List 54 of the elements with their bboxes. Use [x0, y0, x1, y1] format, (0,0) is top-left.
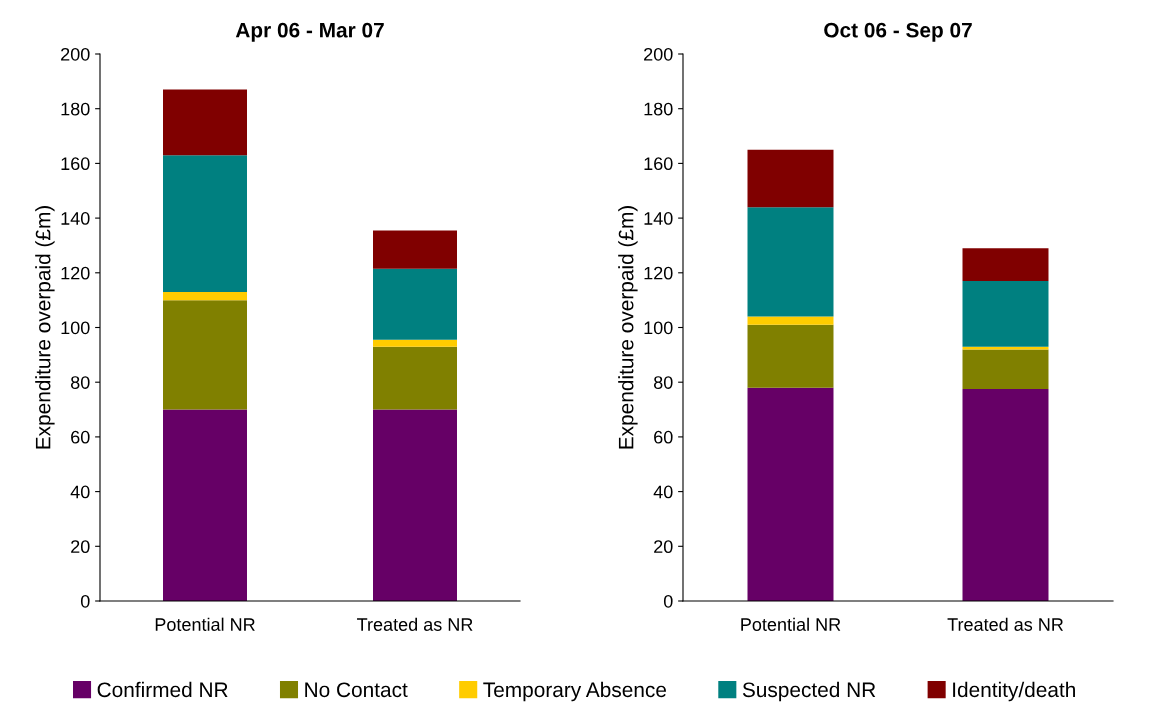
bar [163, 409, 247, 601]
y-tick-label: 120 [61, 266, 90, 280]
x-tick-label: Potential NR [155, 617, 255, 631]
bar [962, 248, 1049, 281]
chart-title: Apr 06 - Mar 07 [235, 22, 384, 42]
y-axis-title: Expenditure overpaid (£m) [35, 206, 55, 449]
bar [747, 324, 834, 388]
y-tick-label: 200 [644, 47, 673, 61]
bar [747, 316, 834, 325]
y-axis-title: Expenditure overpaid (£m) [618, 206, 638, 449]
legend-label: Temporary Absence [483, 681, 666, 702]
y-tick-label: 40 [653, 485, 673, 499]
y-tick-label: 100 [644, 321, 673, 335]
y-tick-label: 160 [644, 157, 673, 171]
bar [373, 409, 457, 601]
y-tick-label: 0 [80, 594, 90, 608]
legend-label: Confirmed NR [97, 681, 228, 698]
y-tick-label: 40 [70, 485, 90, 499]
x-tick-label: Treated as NR [947, 617, 1064, 631]
y-tick-label: 140 [644, 212, 673, 225]
chart-title: Oct 06 - Sep 07 [824, 22, 972, 42]
y-tick-label: 160 [61, 157, 90, 171]
y-tick-label: 60 [71, 430, 90, 444]
y-tick-label: 80 [70, 376, 90, 389]
y-tick-label: 20 [71, 540, 90, 554]
bar [373, 230, 457, 269]
y-tick-label: 100 [61, 321, 90, 335]
y-tick-label: 200 [61, 47, 90, 61]
y-tick-label: 20 [654, 540, 673, 554]
bar [163, 300, 247, 410]
bar [163, 291, 247, 301]
y-tick-label: 80 [653, 376, 673, 389]
bar [163, 89, 247, 156]
bar [747, 387, 834, 601]
bar [962, 281, 1049, 347]
y-tick-label: 0 [663, 594, 673, 608]
legend-label: Identity/death [953, 681, 1075, 702]
y-tick-label: 60 [654, 430, 673, 444]
x-tick-label: Treated as NR [357, 617, 473, 631]
y-tick-label: 180 [644, 102, 673, 116]
y-tick-label: 180 [61, 102, 90, 116]
bar [962, 349, 1049, 390]
bar [962, 389, 1049, 601]
x-tick-label: Potential NR [741, 617, 841, 631]
bar [747, 149, 834, 208]
bar [747, 207, 834, 317]
legend-label: Suspected NR [742, 681, 876, 702]
legend-label: No Contact [305, 682, 408, 698]
bar [373, 346, 457, 410]
bar [373, 339, 457, 347]
bar [163, 155, 247, 292]
y-tick-label: 120 [644, 266, 673, 280]
y-tick-label: 140 [61, 212, 90, 225]
bar [373, 268, 457, 340]
